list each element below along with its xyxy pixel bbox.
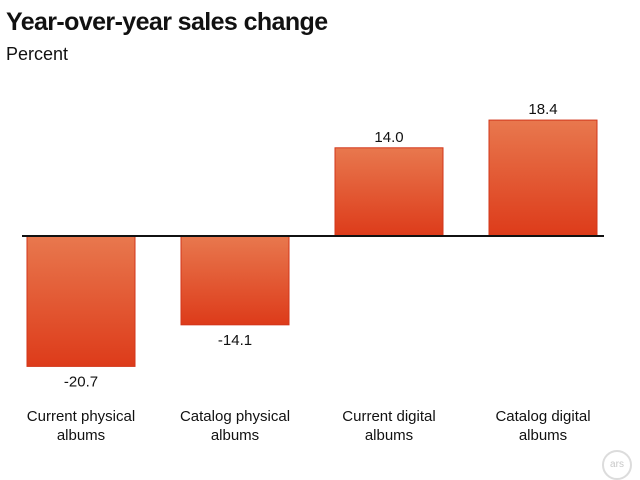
category-label-0-line-1: albums (57, 427, 105, 444)
ars-logo-icon: ars (602, 450, 632, 480)
value-label-0: -20.7 (64, 373, 98, 390)
bars-group (26, 119, 598, 367)
chart-title: Year-over-year sales change (6, 8, 328, 36)
bar-0 (26, 235, 136, 367)
category-label-1-line-1: albums (211, 427, 259, 444)
labels-group: -20.7 Current physical albums -14.1 Catalog … (27, 101, 591, 444)
value-label-2: 14.0 (374, 129, 403, 146)
category-label-0-line-0: Current physical (27, 408, 135, 425)
category-label-3-line-1: albums (519, 427, 567, 444)
category-label-3-line-0: Catalog digital (495, 408, 590, 425)
category-label-2-line-1: albums (365, 427, 413, 444)
bar-1 (180, 235, 290, 326)
value-label-1: -14.1 (218, 332, 252, 349)
category-label-2-line-0: Current digital (342, 408, 435, 425)
bar-3 (488, 119, 598, 237)
bar-2 (334, 147, 444, 237)
category-label-1-line-0: Catalog physical (180, 408, 290, 425)
chart-subtitle: Percent (6, 44, 69, 64)
value-label-3: 18.4 (528, 101, 557, 118)
